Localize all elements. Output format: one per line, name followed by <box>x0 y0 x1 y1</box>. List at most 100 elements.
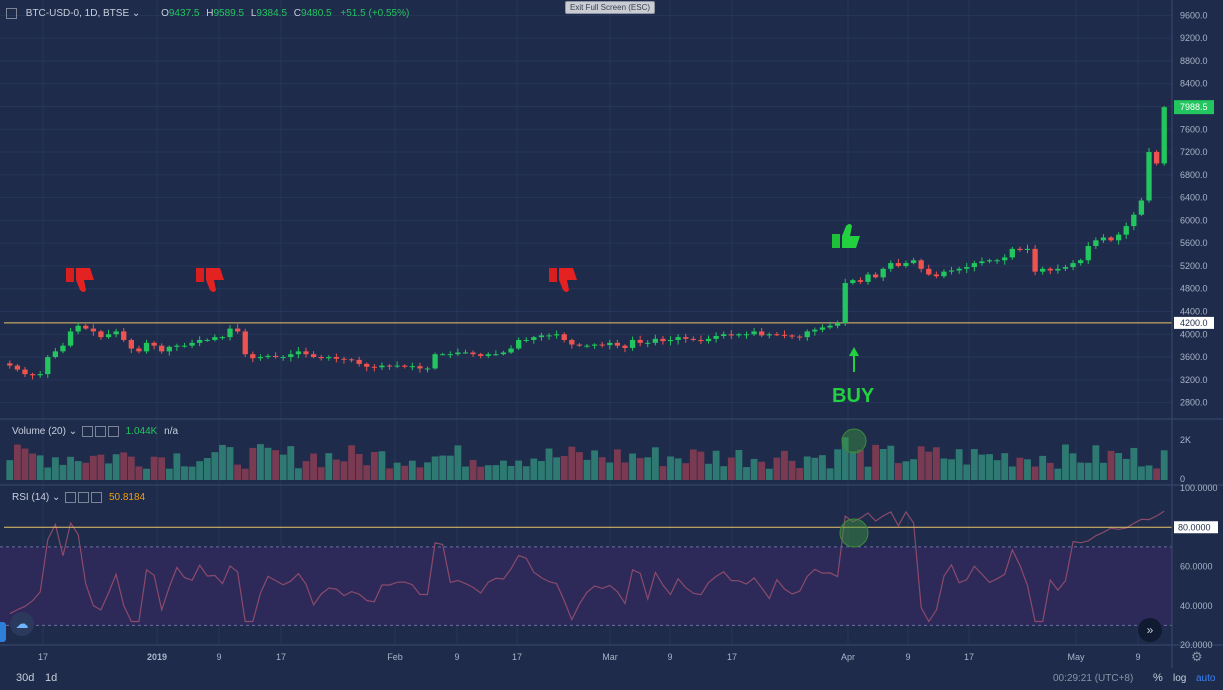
candle <box>804 331 810 338</box>
volume-bar <box>492 465 500 480</box>
candle <box>67 331 74 346</box>
rsi-legend: RSI (14) ⌄ 50.8184 <box>12 492 145 503</box>
close-icon[interactable] <box>107 426 119 437</box>
candle <box>766 334 772 336</box>
symbol-name[interactable]: BTC-USD-0, 1D, BTSE <box>25 8 130 20</box>
volume-bar <box>1016 457 1024 480</box>
candle <box>660 338 666 342</box>
volume-tick-label: 0 <box>1180 474 1185 484</box>
volume-bar <box>29 453 36 480</box>
price-tick-label: 9600.0 <box>1180 10 1208 20</box>
rsi-tick-label: 60.0000 <box>1180 562 1213 572</box>
volume-bar <box>598 457 606 480</box>
volume-bar <box>727 457 735 480</box>
volume-bar <box>97 454 105 480</box>
candle <box>1138 200 1145 215</box>
volume-bar <box>203 458 211 480</box>
volume-bar <box>1054 468 1062 480</box>
candle <box>994 260 1000 262</box>
visibility-icon[interactable] <box>81 426 93 437</box>
settings-icon[interactable] <box>78 492 90 503</box>
candle <box>159 345 165 352</box>
percent-toggle[interactable]: % <box>1153 672 1163 684</box>
volume-tick-label: 2K <box>1180 435 1191 445</box>
volume-bar <box>1092 445 1100 480</box>
volume-bar <box>1031 466 1039 480</box>
chevron-down-icon[interactable]: ⌄ <box>131 8 141 20</box>
rsi-label[interactable]: RSI (14) <box>12 492 50 504</box>
volume-bar <box>712 450 720 480</box>
candle <box>341 358 347 360</box>
candle <box>1085 246 1091 261</box>
candle <box>591 344 598 346</box>
rsi-level-badge <box>1174 521 1218 534</box>
volume-bar <box>659 466 667 480</box>
volume-bar <box>522 466 530 480</box>
timeframe-1d-button[interactable]: 1d <box>45 672 58 684</box>
candle <box>515 339 522 349</box>
volume-bar <box>986 454 993 480</box>
volume-bar <box>112 454 120 480</box>
time-tick-label: 9 <box>667 652 672 662</box>
time-tick-label: 17 <box>727 652 737 662</box>
volume-bar <box>955 449 963 480</box>
auto-toggle[interactable]: auto <box>1196 673 1216 684</box>
volume-bar <box>340 461 348 480</box>
volume-bar <box>636 458 644 480</box>
candle <box>197 339 203 343</box>
candle <box>857 280 864 282</box>
volume-bar <box>849 451 857 480</box>
volume-bar <box>902 461 910 480</box>
scroll-to-realtime-button[interactable]: » <box>1138 618 1162 642</box>
volume-bar <box>332 459 340 480</box>
chevron-down-icon[interactable]: ⌄ <box>52 492 61 504</box>
settings-gear-icon[interactable]: ⚙ <box>1191 649 1203 664</box>
change-value: +51.5 (+0.55%) <box>340 8 410 20</box>
chevron-down-icon[interactable]: ⌄ <box>68 426 78 438</box>
exit-fullscreen-button[interactable]: Exit Full Screen (ESC) <box>565 1 656 14</box>
volume-bar <box>484 465 492 480</box>
candle <box>1032 248 1038 272</box>
candle <box>850 280 856 284</box>
time-tick-label: 9 <box>454 652 459 662</box>
collapse-icon[interactable] <box>6 8 17 19</box>
volume-bar <box>507 465 515 480</box>
time-tick-label: 17 <box>38 652 48 662</box>
side-handle[interactable] <box>0 622 6 642</box>
settings-icon[interactable] <box>94 426 106 437</box>
log-toggle[interactable]: log <box>1173 673 1187 684</box>
volume-bar <box>424 462 431 480</box>
candle <box>204 339 210 341</box>
open-value: 9437.5 <box>168 8 200 20</box>
volume-bar <box>515 460 523 480</box>
candle <box>698 339 704 342</box>
candle <box>174 345 180 347</box>
price-tick-label: 6800.0 <box>1180 170 1208 180</box>
visibility-icon[interactable] <box>65 492 77 503</box>
volume-bar <box>165 468 173 480</box>
volume-bar <box>196 461 204 480</box>
logo-icon[interactable]: ☁ <box>10 612 34 636</box>
time-tick-label: Apr <box>841 652 855 662</box>
volume-bar <box>219 444 226 480</box>
volume-bar <box>158 457 166 480</box>
timeframe-30d-button[interactable]: 30d <box>16 672 35 684</box>
candle <box>796 336 803 338</box>
close-icon[interactable] <box>91 492 103 503</box>
candle <box>1153 152 1160 164</box>
candle <box>546 335 552 337</box>
candle <box>888 263 894 269</box>
volume-bar <box>264 447 272 480</box>
volume-bar <box>462 466 469 480</box>
rsi-value: 50.8184 <box>108 492 146 504</box>
candle <box>98 331 104 338</box>
volume-bar <box>879 448 887 480</box>
candle <box>964 267 970 269</box>
price-tick-label: 6000.0 <box>1180 215 1208 225</box>
candle <box>1024 248 1031 250</box>
volume-label[interactable]: Volume (20) <box>12 426 66 438</box>
price-tick-label: 9200.0 <box>1180 33 1208 43</box>
candle <box>926 268 932 275</box>
